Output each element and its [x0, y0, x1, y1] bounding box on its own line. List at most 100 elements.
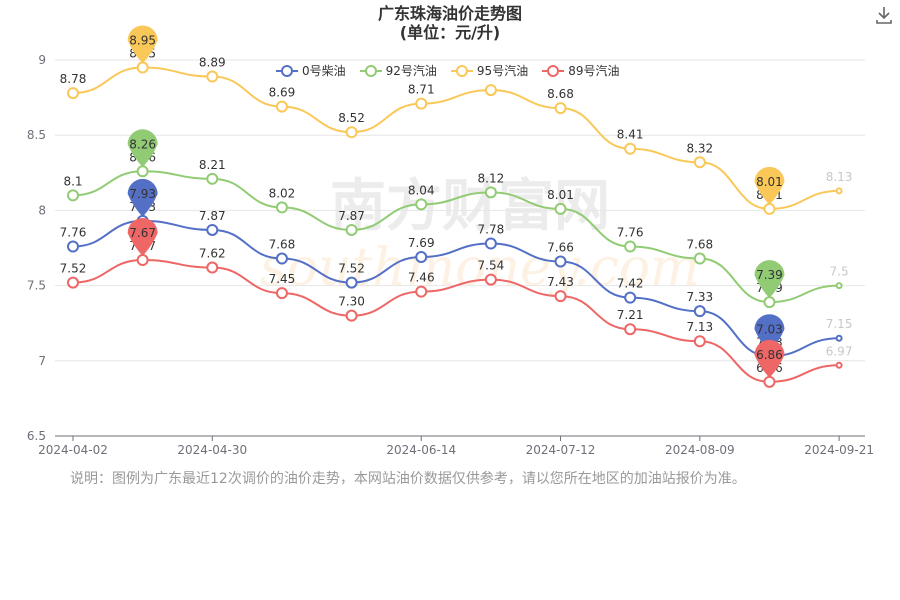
- data-point: [67, 240, 79, 253]
- data-label: 7.21: [617, 308, 644, 322]
- x-tick-label: 2024-04-30: [177, 443, 247, 457]
- data-point: [415, 251, 428, 264]
- data-label: 7.45: [269, 272, 296, 286]
- min-marker: 6.86: [754, 339, 785, 378]
- y-tick-label: 7.5: [27, 279, 46, 293]
- y-tick-label: 8: [38, 203, 46, 217]
- data-label: 8.1: [63, 174, 82, 188]
- y-tick-label: 6.5: [27, 429, 46, 443]
- data-label: 8.01: [547, 188, 574, 202]
- data-label: 8.32: [686, 141, 713, 155]
- data-label: 8.52: [338, 111, 365, 125]
- data-label: 8.04: [408, 183, 435, 197]
- data-point: [345, 276, 358, 289]
- max-marker: 8.26: [127, 129, 158, 168]
- x-tick-label: 2024-09-21: [804, 443, 874, 457]
- pin-label: 7.39: [756, 268, 783, 282]
- data-label: 7.76: [60, 225, 87, 239]
- data-point: [484, 186, 497, 199]
- data-point: [484, 84, 497, 97]
- data-label: 7.69: [408, 236, 435, 250]
- data-label: 7.78: [478, 222, 505, 236]
- pin-shape: [127, 25, 158, 64]
- data-point: [554, 290, 567, 303]
- chart-note: 说明：图例为广东最近12次调价的油价走势，本网站油价数据仅供参考，请以您所在地区…: [70, 471, 746, 487]
- y-tick-label: 7: [38, 354, 46, 368]
- data-point: [624, 142, 637, 155]
- data-point: [835, 361, 843, 369]
- data-point: [206, 261, 219, 274]
- data-label: 8.12: [478, 171, 505, 185]
- data-point: [693, 335, 706, 348]
- chart-title: 广东珠海油价走势图 (单位：元/升): [0, 4, 900, 42]
- data-point: [835, 187, 843, 195]
- data-point: [345, 126, 358, 139]
- x-tick-label: 2024-07-12: [526, 443, 596, 457]
- data-label: 7.76: [617, 225, 644, 239]
- data-label: 8.89: [199, 56, 226, 70]
- data-label: 7.87: [199, 209, 226, 223]
- data-point: [415, 198, 428, 211]
- pin-label: 7.03: [756, 322, 783, 336]
- legend-marker-icon: [276, 64, 298, 77]
- data-point: [624, 240, 637, 253]
- data-label: 8.02: [269, 186, 296, 200]
- legend-item[interactable]: 0号柴油: [276, 62, 346, 79]
- data-label: 7.52: [338, 262, 365, 276]
- y-tick-label: 8.5: [27, 128, 46, 142]
- legend-marker-icon: [542, 64, 565, 77]
- data-point: [763, 296, 776, 309]
- data-label: 7.46: [408, 271, 435, 285]
- data-label: 7.54: [478, 259, 505, 273]
- data-label: 8.21: [199, 158, 226, 172]
- data-label: 7.68: [269, 238, 296, 252]
- max-marker: 7.93: [127, 178, 158, 217]
- data-point: [275, 100, 288, 113]
- max-marker: 8.95: [127, 25, 158, 64]
- data-point: [345, 309, 358, 322]
- data-point: [136, 165, 149, 178]
- pin-shape: [127, 218, 158, 257]
- data-point: [693, 252, 706, 265]
- pin-label: 6.86: [756, 348, 783, 362]
- download-icon[interactable]: [874, 5, 894, 25]
- pin-shape: [754, 260, 785, 299]
- legend-item[interactable]: 89号汽油: [542, 62, 619, 79]
- legend-label: 95号汽油: [476, 64, 529, 78]
- legend-label: 0号柴油: [302, 64, 346, 78]
- x-tick-label: 2024-08-09: [665, 443, 735, 457]
- data-point: [624, 291, 637, 304]
- data-point: [554, 102, 567, 115]
- data-label: 7.43: [547, 275, 574, 289]
- pin-label: 8.95: [129, 34, 156, 48]
- data-label: 7.52: [60, 262, 87, 276]
- series-group: 8.1 8.26 8.21 8.02 7.87 8.04 8.12 8.01 7.76 7.68 7…: [63, 129, 849, 309]
- pin-shape: [127, 129, 158, 168]
- data-point: [136, 254, 149, 267]
- y-tick-label: 9: [38, 53, 46, 67]
- data-point: [345, 223, 358, 236]
- data-label: 7.87: [338, 209, 365, 223]
- pin-shape: [127, 178, 158, 217]
- data-label: 7.5: [830, 265, 849, 279]
- data-point: [763, 202, 776, 215]
- data-point: [206, 70, 219, 83]
- data-label: 8.13: [826, 170, 853, 184]
- min-marker: 7.39: [754, 260, 785, 299]
- data-label: 7.15: [826, 317, 853, 331]
- legend-item[interactable]: 92号汽油: [359, 62, 437, 79]
- pin-shape: [754, 166, 785, 205]
- data-label: 7.42: [617, 277, 644, 291]
- max-marker: 7.67: [127, 218, 158, 257]
- data-point: [415, 97, 428, 110]
- data-point: [835, 334, 843, 342]
- legend-marker-icon: [450, 64, 473, 77]
- data-point: [835, 282, 843, 290]
- data-point: [554, 202, 567, 215]
- legend-item[interactable]: 95号汽油: [450, 62, 529, 79]
- pin-label: 8.01: [756, 175, 783, 189]
- data-point: [206, 223, 219, 236]
- min-marker: 8.01: [754, 166, 785, 205]
